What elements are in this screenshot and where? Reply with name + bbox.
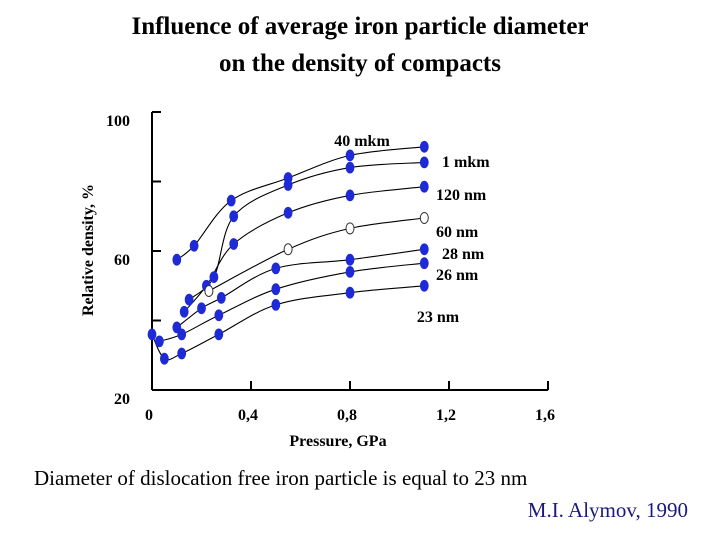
point-26-nm-3 <box>271 283 281 296</box>
point-1-mkm-0 <box>184 293 194 306</box>
chart-title: Influence of average iron particle diame… <box>0 8 720 82</box>
series-label-60-nm: 60 nm <box>436 224 479 241</box>
point-1-mkm-2 <box>229 210 239 223</box>
axes: 100 60 20 0 0,4 0,8 1,2 1,6 Pressure, GPa Relativ… <box>80 111 555 450</box>
point-23-nm-2 <box>177 347 187 360</box>
y-tick-label-100: 100 <box>106 113 130 130</box>
point-23-nm-1 <box>159 352 169 365</box>
point-23-nm-5 <box>345 286 355 299</box>
x-axis-label: Pressure, GPa <box>289 433 386 450</box>
series-label-1-mkm: 1 mkm <box>442 154 490 171</box>
series-labels: 40 mkm 1 mkm 120 nm 60 nm 28 nm 26 nm 23 nm <box>334 133 490 326</box>
point-40-mkm-1 <box>189 239 199 252</box>
curve-1-mkm <box>188 161 425 301</box>
point-120-nm-2 <box>229 238 239 250</box>
series-label-26-nm: 26 nm <box>436 267 479 284</box>
point-1-mkm-4 <box>345 161 355 174</box>
point-26-nm-0 <box>154 335 164 348</box>
series-label-120-nm: 120 nm <box>436 187 487 204</box>
point-60-nm-3 <box>419 212 429 224</box>
point-60-nm-2 <box>345 222 355 235</box>
series-label-28-nm: 28 nm <box>442 246 485 263</box>
chart-title-line-1: Influence of average iron particle diame… <box>131 13 589 40</box>
point-28-nm-3 <box>271 262 281 275</box>
point-28-nm-1 <box>197 302 206 315</box>
y-tick-label-20: 20 <box>114 391 130 408</box>
point-120-nm-5 <box>419 180 429 193</box>
y-axis-label: Relative density, % <box>80 184 97 316</box>
point-1-mkm-1 <box>209 271 219 284</box>
point-23-nm-3 <box>214 328 224 341</box>
x-tick-label-0-4: 0,4 <box>238 407 258 424</box>
point-28-nm-2 <box>216 291 226 304</box>
footer-credit: M.I. Alymov, 1990 <box>527 498 688 522</box>
point-60-nm-1 <box>283 243 293 256</box>
point-26-nm-4 <box>345 265 355 278</box>
x-tick-label-0: 0 <box>145 407 153 424</box>
point-60-nm-0 <box>204 285 214 297</box>
point-23-nm-0 <box>147 328 157 341</box>
curve-26-nm <box>159 262 425 342</box>
point-40-mkm-2 <box>226 194 236 207</box>
point-40-mkm-0 <box>172 253 182 266</box>
point-40-mkm-4 <box>345 149 355 162</box>
footer-note: Diameter of dislocation free iron partic… <box>34 466 528 490</box>
series-label-40-mkm: 40 mkm <box>334 133 390 150</box>
curve-60-nm <box>208 217 425 292</box>
point-23-nm-6 <box>419 279 429 292</box>
series-label-23-nm: 23 nm <box>417 309 460 326</box>
point-40-mkm-5 <box>419 140 429 153</box>
chart-title-line-2: on the density of compacts <box>219 50 501 77</box>
x-tick-label-0-8: 0,8 <box>337 407 357 424</box>
point-23-nm-4 <box>271 298 281 311</box>
point-28-nm-5 <box>419 243 429 256</box>
point-26-nm-1 <box>177 328 187 341</box>
x-tick-label-1-6: 1,6 <box>535 407 555 424</box>
point-120-nm-4 <box>345 189 355 202</box>
point-120-nm-3 <box>283 206 293 219</box>
y-tick-label-60: 60 <box>114 252 130 269</box>
point-1-mkm-3 <box>283 179 293 191</box>
point-26-nm-2 <box>214 309 224 322</box>
point-28-nm-4 <box>345 253 355 266</box>
point-120-nm-0 <box>179 305 189 318</box>
x-tick-label-1-2: 1,2 <box>436 407 456 424</box>
point-26-nm-5 <box>419 257 429 270</box>
point-1-mkm-5 <box>419 156 429 169</box>
series-markers <box>147 140 429 365</box>
